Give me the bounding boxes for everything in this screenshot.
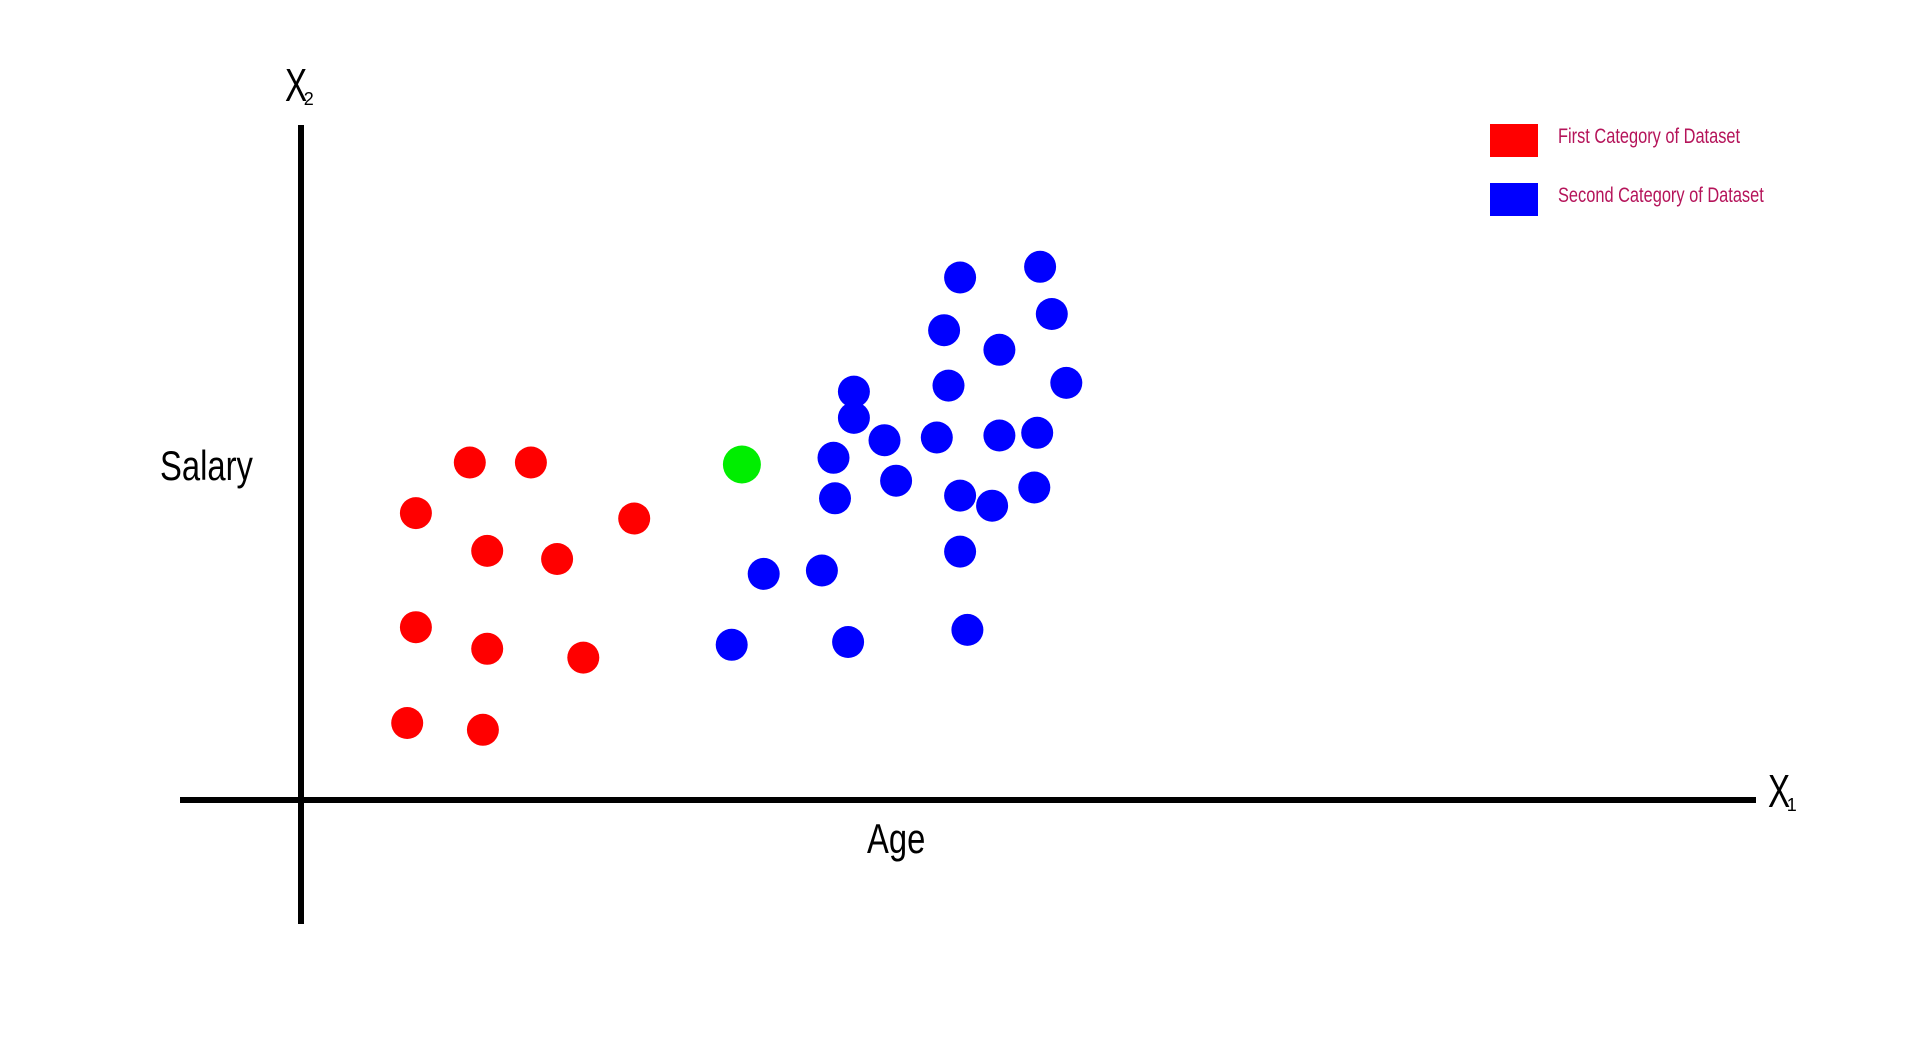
x-axis-label: Age (867, 815, 926, 862)
blue-data-point (976, 489, 1009, 522)
blue-data-point (1024, 250, 1057, 283)
blue-data-point (1021, 416, 1054, 449)
blue-data-point (715, 628, 748, 661)
blue-data-point (1050, 366, 1083, 399)
y-axis-name-main: X (285, 59, 308, 111)
x-axis-name-subscript: 1 (1786, 795, 1797, 815)
y-axis-name: X2 (285, 62, 326, 108)
x-axis-name: X1 (1768, 768, 1809, 814)
x-axis-name-main: X (1768, 765, 1791, 817)
blue-data-point (819, 482, 851, 515)
blue-data-point (832, 626, 865, 658)
red-data-point (471, 632, 504, 665)
red-data-point (618, 502, 651, 535)
blue-data-point (928, 314, 961, 347)
red-data-point (541, 543, 574, 575)
blue-data-point (880, 464, 913, 497)
blue-data-point (944, 535, 977, 568)
blue-data-point (1035, 298, 1068, 330)
red-data-point (466, 713, 499, 746)
blue-data-point (951, 613, 984, 646)
red-data-point (391, 707, 424, 739)
blue-data-point (747, 557, 780, 590)
red-data-point (399, 497, 432, 530)
blue-data-point (817, 441, 850, 474)
red-data-point (471, 534, 504, 567)
blue-data-point (944, 261, 977, 294)
red-data-point (399, 611, 432, 644)
legend-label: First Category of Dataset (1558, 125, 1741, 148)
red-data-point (567, 641, 600, 674)
legend-label: Second Category of Dataset (1558, 184, 1764, 207)
blue-data-point (944, 479, 977, 512)
blue-data-point (805, 554, 838, 587)
red-data-point (453, 446, 486, 479)
red-data-point (514, 446, 547, 479)
blue-data-point (837, 375, 870, 408)
blue-data-point (983, 419, 1016, 452)
blue-data-point (868, 424, 901, 457)
blue-data-point (932, 369, 965, 402)
blue-data-point (920, 421, 953, 454)
data-points (391, 250, 1083, 746)
legend-swatch-red (1490, 124, 1538, 157)
blue-data-point (837, 401, 870, 434)
y-axis-name-subscript: 2 (303, 89, 314, 109)
blue-data-point (1018, 471, 1051, 504)
blue-data-point (983, 333, 1016, 366)
green-new-data-point (722, 445, 761, 484)
legend-swatch-blue (1490, 183, 1538, 216)
y-axis-label: Salary (160, 442, 253, 489)
